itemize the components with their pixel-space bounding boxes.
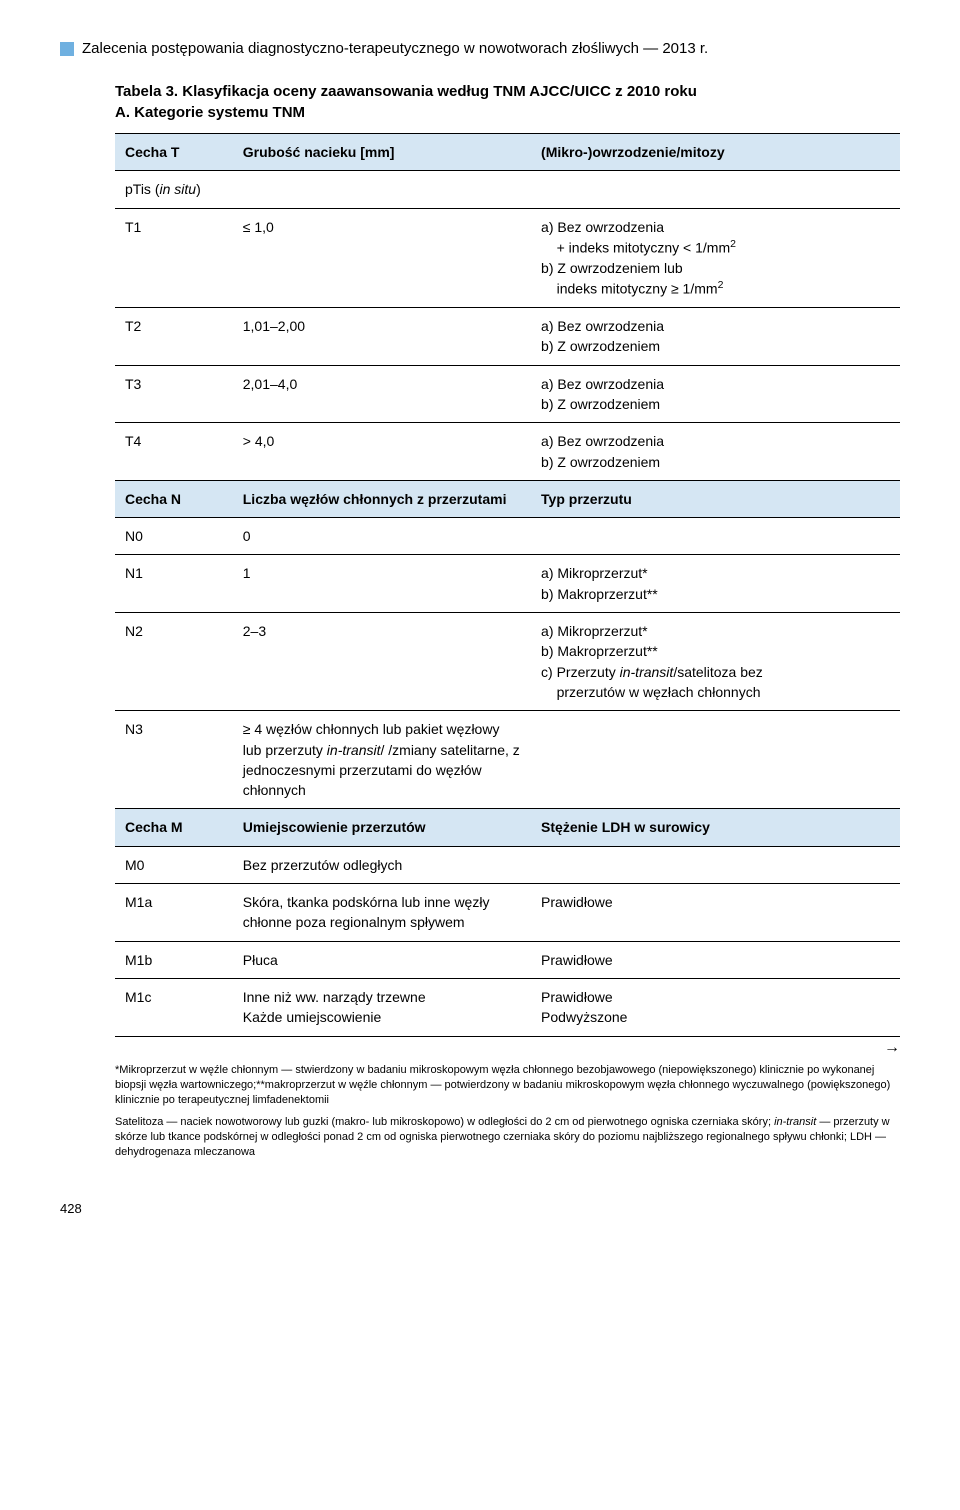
table-row: M0 Bez przerzutów odległych <box>115 846 900 883</box>
cell: Skóra, tkanka podskórna lub inne węzły c… <box>233 884 531 942</box>
section-m-h3: Stężenie LDH w surowicy <box>531 809 900 846</box>
section-m-h1: Cecha M <box>115 809 233 846</box>
cell-n3-c2: ≥ 4 węzłów chłonnych lub pakiet węzłowy … <box>233 711 531 809</box>
cell <box>531 518 900 555</box>
section-n-header: Cecha N Liczba węzłów chłonnych z przerz… <box>115 480 900 517</box>
table-row: M1a Skóra, tkanka podskórna lub inne węz… <box>115 884 900 942</box>
table-row: N1 1 a) Mikroprzerzut*b) Makroprzerzut** <box>115 555 900 613</box>
table-row: M1b Płuca Prawidłowe <box>115 941 900 978</box>
footnote-1: *Mikroprzerzut w węźle chłonnym — stwier… <box>115 1063 900 1109</box>
cell: N1 <box>115 555 233 613</box>
table-row: pTis (in situ) <box>115 171 900 208</box>
tnm-table: Cecha T Grubość nacieku [mm] (Mikro-)owr… <box>115 133 900 1037</box>
table-row: N3 ≥ 4 węzłów chłonnych lub pakiet węzło… <box>115 711 900 809</box>
section-m-h2: Umiejscowienie przerzutów <box>233 809 531 846</box>
section-m-header: Cecha M Umiejscowienie przerzutów Stężen… <box>115 809 900 846</box>
cell <box>531 171 900 208</box>
table-row: T2 1,01–2,00 a) Bez owrzodzeniab) Z owrz… <box>115 308 900 366</box>
cell: M1a <box>115 884 233 942</box>
section-n-h3: Typ przerzutu <box>531 480 900 517</box>
table-row: T3 2,01–4,0 a) Bez owrzodzeniab) Z owrzo… <box>115 365 900 423</box>
cell-n1-c3: a) Mikroprzerzut*b) Makroprzerzut** <box>531 555 900 613</box>
cell: N0 <box>115 518 233 555</box>
cell: M0 <box>115 846 233 883</box>
table-subtitle: A. Kategorie systemu TNM <box>115 104 900 121</box>
cell: M1c <box>115 978 233 1036</box>
cell: T3 <box>115 365 233 423</box>
footnote-2: Satelitoza — naciek nowotworowy lub guzk… <box>115 1115 900 1161</box>
cell: T4 <box>115 423 233 481</box>
cell: T1 <box>115 208 233 308</box>
cell: > 4,0 <box>233 423 531 481</box>
table-row: N0 0 <box>115 518 900 555</box>
section-t-h2: Grubość nacieku [mm] <box>233 134 531 171</box>
section-t-h1: Cecha T <box>115 134 233 171</box>
table-row: T4 > 4,0 a) Bez owrzodzeniab) Z owrzodze… <box>115 423 900 481</box>
cell: 2,01–4,0 <box>233 365 531 423</box>
section-n-h2: Liczba węzłów chłonnych z przerzutami <box>233 480 531 517</box>
cell-t3-c3: a) Bez owrzodzeniab) Z owrzodzeniem <box>531 365 900 423</box>
cell-m1c-c3: PrawidłowePodwyższone <box>531 978 900 1036</box>
header-square-icon <box>60 42 74 56</box>
cell: 2–3 <box>233 613 531 711</box>
cell: M1b <box>115 941 233 978</box>
cell-t1-c3: a) Bez owrzodzenia + indeks mitotyczny <… <box>531 208 900 308</box>
cell: Płuca <box>233 941 531 978</box>
cell: ≤ 1,0 <box>233 208 531 308</box>
continuation-arrow-icon: → <box>115 1037 900 1057</box>
cell-m1c-c2: Inne niż ww. narządy trzewneKażde umiejs… <box>233 978 531 1036</box>
cell-t4-c3: a) Bez owrzodzeniab) Z owrzodzeniem <box>531 423 900 481</box>
page-number: 428 <box>60 1201 900 1216</box>
cell: Bez przerzutów odległych <box>233 846 531 883</box>
cell: N2 <box>115 613 233 711</box>
cell <box>233 171 531 208</box>
page-header: Zalecenia postępowania diagnostyczno-ter… <box>60 40 900 57</box>
cell: 1,01–2,00 <box>233 308 531 366</box>
cell: T2 <box>115 308 233 366</box>
cell <box>531 846 900 883</box>
cell-n2-c3: a) Mikroprzerzut*b) Makroprzerzut**c) Pr… <box>531 613 900 711</box>
cell: 1 <box>233 555 531 613</box>
section-t-header: Cecha T Grubość nacieku [mm] (Mikro-)owr… <box>115 134 900 171</box>
cell: Prawidłowe <box>531 941 900 978</box>
table-row: T1 ≤ 1,0 a) Bez owrzodzenia + indeks mit… <box>115 208 900 308</box>
section-t-h3: (Mikro-)owrzodzenie/mitozy <box>531 134 900 171</box>
cell: N3 <box>115 711 233 809</box>
cell-t2-c3: a) Bez owrzodzeniab) Z owrzodzeniem <box>531 308 900 366</box>
table-row: N2 2–3 a) Mikroprzerzut*b) Makroprzerzut… <box>115 613 900 711</box>
section-n-h1: Cecha N <box>115 480 233 517</box>
cell: 0 <box>233 518 531 555</box>
cell: Prawidłowe <box>531 884 900 942</box>
cell-ptis: pTis (in situ) <box>115 171 233 208</box>
header-text: Zalecenia postępowania diagnostyczno-ter… <box>82 40 708 57</box>
table-row: M1c Inne niż ww. narządy trzewneKażde um… <box>115 978 900 1036</box>
cell <box>531 711 900 809</box>
table-title: Tabela 3. Klasyfikacja oceny zaawansowan… <box>115 83 900 100</box>
